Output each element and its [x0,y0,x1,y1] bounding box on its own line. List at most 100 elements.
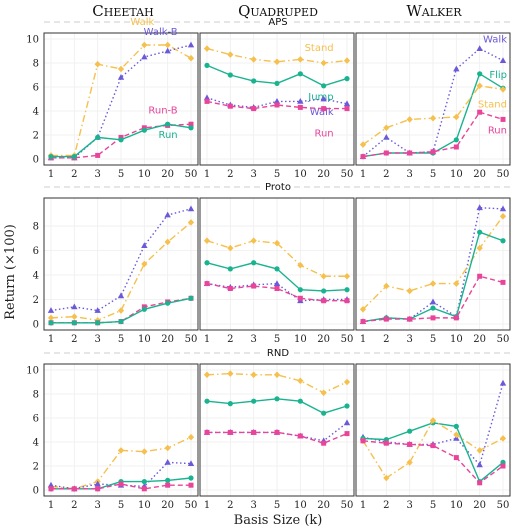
data-point [204,98,210,104]
data-point [204,62,210,68]
panel-frame [199,363,355,497]
x-tick-label: 10 [450,500,463,511]
data-point [117,65,125,73]
data-point [321,410,327,416]
data-point [500,279,506,285]
data-point [141,127,147,133]
data-point [251,283,257,289]
x-tick-label: 3 [94,334,100,345]
data-point [251,398,257,404]
data-point [187,54,195,62]
x-tick-label: 5 [430,169,436,180]
chart-panel-quadruped-rnd: 1 2 3 5 10 20 50 [199,363,355,511]
data-point [343,57,351,64]
panel-frame [199,32,355,166]
y-tick-label: 4 [33,271,39,282]
x-tick-label: 10 [294,500,307,511]
series-line-3 [204,429,350,446]
data-point [141,306,147,312]
x-tick-label: 2 [227,169,233,180]
data-point [320,272,327,280]
x-tick-label: 20 [161,334,174,345]
data-point [165,121,171,127]
x-tick-label: 20 [473,169,486,180]
x-tick-label: 3 [406,169,412,180]
data-point [453,65,460,72]
data-point [344,298,350,304]
data-point [227,370,234,377]
y-tick-label: 6 [33,83,39,94]
data-point [187,205,195,212]
x-tick-label: 5 [118,169,124,180]
series-label: Walk-B [144,27,178,38]
data-point [95,134,101,140]
y-tick-label: 8 [33,222,39,233]
series-stand: Stand [359,82,507,148]
x-tick-label: 3 [250,334,256,345]
data-point [429,280,437,287]
data-point [321,298,327,304]
data-point [187,433,195,441]
data-point [273,239,281,247]
data-point [429,298,437,305]
series-label: Flip [489,70,507,81]
data-point [164,238,171,246]
x-tick-label: 3 [94,500,100,511]
x-tick-label: 3 [406,334,412,345]
data-point [297,98,304,104]
series-label: Walk [483,35,507,46]
data-point [71,154,77,160]
data-point [453,423,459,429]
data-point [165,300,171,306]
x-tick-label: 10 [294,169,307,180]
x-tick-label: 10 [138,500,151,511]
data-point [476,447,483,454]
data-point [274,80,280,86]
data-point [344,431,350,437]
data-point [476,461,483,468]
series-line-0 [203,237,351,280]
data-point [250,56,257,63]
y-tick-label: 2 [33,462,39,473]
data-point [344,403,350,409]
data-point [430,149,436,155]
x-tick-label: 10 [138,334,151,345]
data-point [453,144,459,150]
series-label: Walk [130,17,154,28]
data-point [188,482,194,488]
column-title-walker: Walker [406,2,462,20]
data-point [227,429,233,435]
x-tick-label: 5 [430,334,436,345]
x-tick-label: 50 [185,334,198,345]
data-point [477,273,483,279]
x-tick-label: 10 [450,169,463,180]
data-point [406,116,413,123]
data-point [321,440,327,446]
x-tick-label: 20 [161,500,174,511]
row-title-aps: APS [268,17,287,28]
panel-frame [355,363,511,497]
data-point [321,106,327,112]
y-tick-label: 0 [33,320,39,331]
data-point [94,60,101,68]
x-tick-label: 50 [497,500,510,511]
data-point [383,474,390,482]
data-point [187,460,195,466]
data-point [47,481,55,488]
data-point [71,320,77,326]
data-point [118,481,124,487]
y-tick-label: 2 [33,295,39,306]
series-flip: Flip [360,70,507,160]
series-line-1 [204,396,350,416]
x-tick-label: 10 [294,334,307,345]
data-point [344,106,350,112]
data-point [274,285,280,291]
data-point [204,429,210,435]
x-tick-label: 2 [71,500,77,511]
data-point [203,371,211,379]
data-point [273,371,281,379]
data-point [499,205,507,212]
y-tick-label: 2 [33,131,39,142]
y-tick-label: 6 [33,246,39,257]
